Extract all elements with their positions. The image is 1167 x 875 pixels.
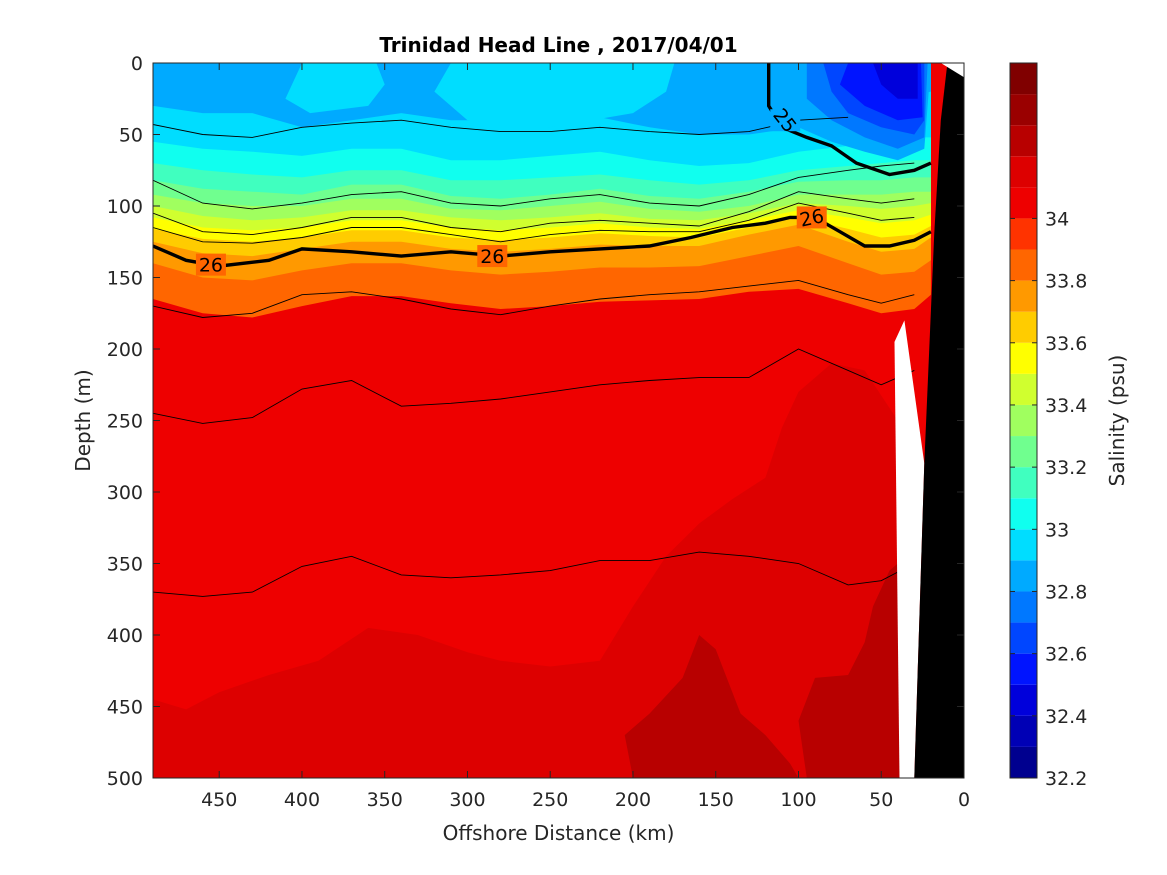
colorbar-tick-label-33.6: 33.6 — [1045, 333, 1087, 355]
deep-zone-2 — [798, 556, 911, 778]
x-tick-label-300: 300 — [449, 789, 485, 811]
colorbar-swatch-33.7 — [1010, 280, 1037, 312]
y-tick-label-200: 200 — [107, 339, 143, 361]
colorbar-swatch-34.2 — [1010, 125, 1037, 157]
y-axis-title: Depth (m) — [71, 369, 95, 471]
colorbar-swatch-34.3 — [1010, 94, 1037, 126]
colorbar-swatch-33.5 — [1010, 342, 1037, 374]
isopycnal-line-2 — [153, 191, 915, 236]
colorbar-swatch-33.4 — [1010, 373, 1037, 405]
colorbar-tick-label-33.4: 33.4 — [1045, 395, 1087, 417]
isopycnal-line-1 — [153, 162, 915, 210]
no-data-region — [894, 320, 925, 778]
y-tick-label-250: 250 — [107, 411, 143, 433]
contour-label-bg-25-0 — [770, 109, 801, 132]
y-tick-label-150: 150 — [107, 268, 143, 290]
colorbar-tick-label-32.4: 32.4 — [1045, 706, 1087, 728]
colorbar-swatch-33.6 — [1010, 311, 1037, 343]
isopycnal-26-line — [153, 215, 932, 268]
contour-label-26-0: 26 — [199, 255, 223, 277]
colorbar-swatch-34.4 — [1010, 63, 1037, 95]
contour-label-26-2: 26 — [798, 205, 826, 232]
surface-patch-4 — [873, 63, 918, 99]
chart-title: Trinidad Head Line , 2017/04/01 — [379, 33, 737, 57]
y-tick-label-100: 100 — [107, 196, 143, 218]
surface-gap — [940, 63, 964, 78]
contour-label-bg-26-2 — [796, 206, 827, 229]
y-tick-label-300: 300 — [107, 482, 143, 504]
bathymetry — [914, 63, 964, 778]
isopycnal-line-4 — [153, 279, 915, 318]
surface-patch-6 — [434, 63, 675, 128]
y-tick-label-350: 350 — [107, 554, 143, 576]
colorbar-frame — [1009, 62, 1038, 779]
colorbar-tick-label-34: 34 — [1045, 208, 1069, 230]
x-axis-title: Offshore Distance (km) — [443, 821, 675, 845]
deep-zone-1 — [624, 635, 799, 778]
colorbar-swatch-32.9 — [1010, 529, 1037, 561]
colorbar-tick-label-32.2: 32.2 — [1045, 768, 1087, 790]
colorbar-tick-label-32.8: 32.8 — [1045, 581, 1087, 603]
y-tick-label-0: 0 — [131, 53, 143, 75]
colorbar-swatch-34 — [1010, 187, 1037, 219]
x-tick-label-100: 100 — [780, 789, 816, 811]
colorbar-tick-label-32.6: 32.6 — [1045, 644, 1087, 666]
x-tick-label-0: 0 — [958, 789, 970, 811]
x-tick-label-250: 250 — [532, 789, 568, 811]
y-tick-label-400: 400 — [107, 625, 143, 647]
colorbar-tick-label-33: 33 — [1045, 519, 1069, 541]
isopycnal-line-5 — [153, 348, 915, 424]
colorbar-swatch-32.6 — [1010, 622, 1037, 654]
x-tick-label-150: 150 — [698, 789, 734, 811]
x-tick-label-50: 50 — [869, 789, 893, 811]
y-tick-label-450: 450 — [107, 697, 143, 719]
x-tick-label-350: 350 — [367, 789, 403, 811]
y-tick-label-500: 500 — [107, 768, 143, 790]
y-tick-label-50: 50 — [119, 125, 143, 147]
colorbar-swatch-32.8 — [1010, 560, 1037, 592]
colorbar-tick-label-33.2: 33.2 — [1045, 457, 1087, 479]
surface-patch-5 — [285, 63, 385, 114]
colorbar-swatch-32.4 — [1010, 684, 1037, 716]
colorbar-swatch-33.8 — [1010, 249, 1037, 281]
colorbar-swatch-33.2 — [1010, 436, 1037, 468]
x-tick-label-450: 450 — [201, 789, 237, 811]
colorbar-swatch-34.1 — [1010, 156, 1037, 188]
isopycnal-line-6 — [153, 551, 915, 597]
colorbar: 32.2 32.4 32.6 32.8 33 33.2 33.4 33.6 33.8 34 Sali… — [1009, 62, 1129, 790]
colorbar-swatch-33.1 — [1010, 467, 1037, 499]
colorbar-label: Salinity (psu) — [1105, 355, 1129, 487]
contour-label-bg-26-0 — [195, 253, 226, 276]
colorbar-swatch-33.3 — [1010, 404, 1037, 437]
contour-label-bg-26-1 — [477, 245, 508, 268]
isopycnal-line-0 — [153, 116, 849, 138]
salinity-field — [153, 63, 964, 778]
colorbar-tick-label-33.8: 33.8 — [1045, 271, 1087, 293]
colorbar-swatch-33 — [1010, 498, 1037, 530]
colorbar-swatch-33.9 — [1010, 218, 1037, 250]
x-tick-label-200: 200 — [615, 789, 651, 811]
colorbar-swatch-32.5 — [1010, 653, 1037, 685]
x-tick-label-400: 400 — [284, 789, 320, 811]
colorbar-swatch-32.3 — [1010, 715, 1037, 747]
contour-label-26-1: 26 — [480, 246, 504, 268]
colorbar-swatch-32.2 — [1010, 746, 1037, 778]
colorbar-swatch-32.7 — [1010, 591, 1037, 623]
